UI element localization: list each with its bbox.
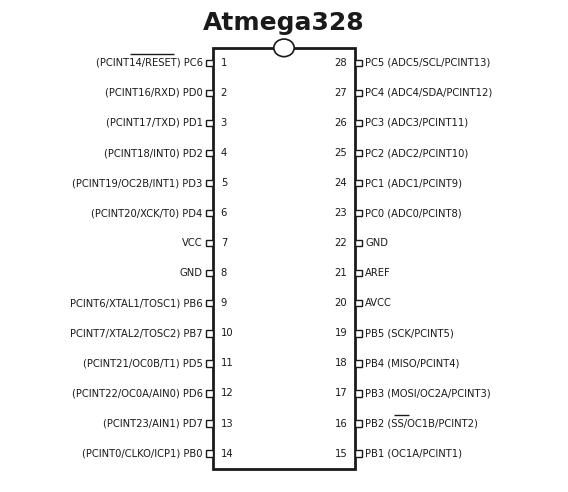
Circle shape (274, 39, 294, 57)
Text: 11: 11 (221, 358, 233, 369)
Text: 1: 1 (221, 58, 227, 68)
Bar (354, 450, 362, 457)
Text: 4: 4 (221, 148, 227, 158)
Text: PC2 (ADC2/PCINT10): PC2 (ADC2/PCINT10) (365, 148, 469, 158)
Text: 6: 6 (221, 208, 227, 218)
Text: 10: 10 (221, 328, 233, 338)
Text: 25: 25 (335, 148, 347, 158)
Text: (PCINT22/OC0A/AIN0) PD6: (PCINT22/OC0A/AIN0) PD6 (72, 389, 203, 399)
Bar (206, 150, 214, 156)
Text: 27: 27 (335, 88, 347, 98)
Text: (PCINT18/INT0) PD2: (PCINT18/INT0) PD2 (104, 148, 203, 158)
Text: 2: 2 (221, 88, 227, 98)
Text: PC0 (ADC0/PCINT8): PC0 (ADC0/PCINT8) (365, 208, 462, 218)
Text: 20: 20 (335, 298, 347, 308)
Text: 9: 9 (221, 298, 227, 308)
Text: AREF: AREF (365, 268, 391, 278)
Text: (PCINT0/CLKO/ICP1) PB0: (PCINT0/CLKO/ICP1) PB0 (82, 449, 203, 459)
Bar (354, 120, 362, 126)
Bar (206, 420, 214, 427)
Bar (354, 300, 362, 307)
Text: 14: 14 (221, 449, 233, 459)
Bar (206, 450, 214, 457)
Text: 23: 23 (335, 208, 347, 218)
Bar (354, 390, 362, 397)
Bar (354, 210, 362, 216)
Text: VCC: VCC (182, 238, 203, 248)
Bar (206, 300, 214, 307)
Text: (PCINT21/OC0B/T1) PD5: (PCINT21/OC0B/T1) PD5 (83, 358, 203, 369)
Text: 17: 17 (335, 389, 347, 399)
Bar (354, 60, 362, 66)
Text: PB1 (OC1A/PCINT1): PB1 (OC1A/PCINT1) (365, 449, 462, 459)
Bar (206, 180, 214, 186)
Text: 28: 28 (335, 58, 347, 68)
Text: PB3 (MOSI/OC2A/PCINT3): PB3 (MOSI/OC2A/PCINT3) (365, 389, 491, 399)
Text: (PCINT20/XCK/T0) PD4: (PCINT20/XCK/T0) PD4 (91, 208, 203, 218)
Text: (PCINT19/OC2B/INT1) PD3: (PCINT19/OC2B/INT1) PD3 (72, 178, 203, 188)
Bar (214, 48, 354, 468)
Bar (206, 360, 214, 367)
Text: AVCC: AVCC (365, 298, 392, 308)
Text: 5: 5 (221, 178, 227, 188)
Text: 3: 3 (221, 118, 227, 128)
Text: PC1 (ADC1/PCINT9): PC1 (ADC1/PCINT9) (365, 178, 462, 188)
Bar (206, 270, 214, 277)
Text: 12: 12 (221, 389, 233, 399)
Text: 22: 22 (335, 238, 347, 248)
Text: 18: 18 (335, 358, 347, 369)
Bar (206, 90, 214, 96)
Text: PC3 (ADC3/PCINT11): PC3 (ADC3/PCINT11) (365, 118, 469, 128)
Text: 26: 26 (335, 118, 347, 128)
Bar (206, 330, 214, 337)
Bar (354, 420, 362, 427)
Bar (354, 150, 362, 156)
Bar (354, 360, 362, 367)
Text: PCINT6/XTAL1/TOSC1) PB6: PCINT6/XTAL1/TOSC1) PB6 (70, 298, 203, 308)
Text: GND: GND (179, 268, 203, 278)
Text: PC5 (ADC5/SCL/PCINT13): PC5 (ADC5/SCL/PCINT13) (365, 58, 491, 68)
Text: (PCINT16/RXD) PD0: (PCINT16/RXD) PD0 (105, 88, 203, 98)
Text: (PCINT14/RESET) PC6: (PCINT14/RESET) PC6 (95, 58, 203, 68)
Text: PB4 (MISO/PCINT4): PB4 (MISO/PCINT4) (365, 358, 460, 369)
Text: (PCINT23/AIN1) PD7: (PCINT23/AIN1) PD7 (103, 419, 203, 429)
Text: 19: 19 (335, 328, 347, 338)
Text: GND: GND (365, 238, 389, 248)
Text: 8: 8 (221, 268, 227, 278)
Bar (354, 330, 362, 337)
Text: 24: 24 (335, 178, 347, 188)
Text: 7: 7 (221, 238, 227, 248)
Bar (206, 60, 214, 66)
Text: Atmega328: Atmega328 (203, 11, 365, 35)
Text: 13: 13 (221, 419, 233, 429)
Bar (206, 210, 214, 216)
Bar (354, 90, 362, 96)
Text: PB5 (SCK/PCINT5): PB5 (SCK/PCINT5) (365, 328, 454, 338)
Text: 21: 21 (335, 268, 347, 278)
Bar (354, 180, 362, 186)
Text: PB2 (SS/OC1B/PCINT2): PB2 (SS/OC1B/PCINT2) (365, 419, 478, 429)
Text: (PCINT17/TXD) PD1: (PCINT17/TXD) PD1 (106, 118, 203, 128)
Bar (206, 390, 214, 397)
Text: PC4 (ADC4/SDA/PCINT12): PC4 (ADC4/SDA/PCINT12) (365, 88, 492, 98)
Text: 16: 16 (335, 419, 347, 429)
Bar (206, 120, 214, 126)
Bar (354, 240, 362, 246)
Text: PCINT7/XTAL2/TOSC2) PB7: PCINT7/XTAL2/TOSC2) PB7 (70, 328, 203, 338)
Bar (206, 240, 214, 246)
Text: 15: 15 (335, 449, 347, 459)
Bar (354, 270, 362, 277)
